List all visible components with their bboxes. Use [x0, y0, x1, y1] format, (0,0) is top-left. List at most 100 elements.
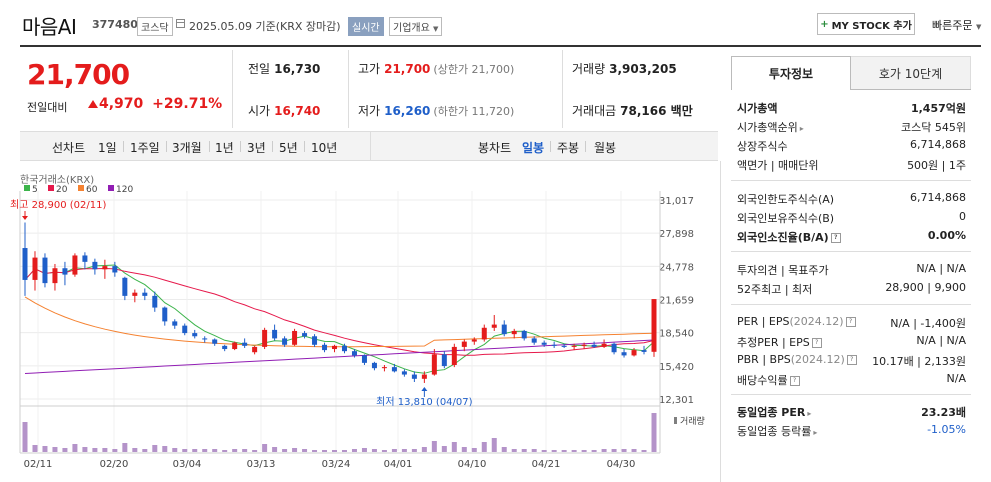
help-icon[interactable]: ? — [811, 338, 822, 348]
x-tick-label: 03/04 — [173, 459, 202, 470]
candle-body — [421, 374, 427, 379]
period-monthly[interactable]: 월봉 — [594, 141, 617, 155]
candle-body — [471, 339, 477, 342]
info-row: 동일업종 등락률 ▸ -1.05% — [737, 423, 966, 442]
candle-body — [461, 341, 467, 347]
help-icon[interactable]: ? — [846, 355, 857, 365]
volume-bar — [371, 449, 377, 452]
period-1y[interactable]: 1년 — [215, 141, 234, 155]
volume-bar — [441, 446, 447, 452]
realtime-button[interactable]: 실시간 — [348, 17, 384, 36]
volume-bar — [421, 447, 427, 452]
moving-average-line — [24, 267, 655, 356]
volume-bar — [361, 448, 367, 452]
info-row: 외국인보유주식수(B) 0 — [737, 210, 966, 229]
candle-body — [481, 327, 487, 340]
company-info-dropdown[interactable]: 기업개요 ▼ — [389, 17, 443, 36]
info-row: 배당수익률? N/A — [737, 372, 966, 391]
period-3m[interactable]: 3개월 — [172, 141, 202, 155]
info-value: 0.00% — [927, 229, 966, 242]
info-sublabel: (2024.12) — [790, 353, 845, 366]
quick-order-button[interactable]: 빠른주문 ▼ — [932, 17, 981, 33]
period-10y[interactable]: 10년 — [311, 141, 338, 155]
volume-legend-swatch — [674, 417, 677, 424]
divider — [123, 141, 124, 152]
period-1d[interactable]: 1일 — [98, 141, 117, 155]
candle-body — [172, 321, 178, 326]
mystock-add-button[interactable]: + MY STOCK 추가 — [817, 13, 915, 35]
help-icon[interactable]: ? — [789, 376, 800, 386]
info-label: 동일업종 등락률 — [737, 425, 812, 438]
divider — [550, 141, 551, 152]
tab-orderbook[interactable]: 호가 10단계 — [851, 56, 971, 90]
period-daily[interactable]: 일봉 — [522, 141, 545, 155]
volume-bar — [82, 447, 88, 452]
candle-body — [551, 344, 557, 346]
candle-body — [501, 324, 507, 335]
candle-body — [182, 325, 188, 334]
tab-investment-info[interactable]: 투자정보 — [731, 56, 851, 90]
volume-bar — [581, 450, 587, 452]
volume-bar — [42, 446, 48, 452]
info-label: 52주최고 | 최저 — [737, 283, 813, 296]
candle-body — [381, 367, 387, 369]
price-chart[interactable]: 31,017 27,898 24,778 21,659 18,540 15,420 12,3… — [0, 161, 720, 482]
divider — [731, 251, 971, 252]
candle-body — [262, 329, 268, 347]
chevron-right-icon[interactable]: ▸ — [799, 124, 804, 133]
stock-code: 377480 — [92, 18, 138, 31]
volume-bar — [471, 448, 477, 452]
plus-icon: + — [820, 18, 829, 30]
info-sublabel: (2024.12) — [789, 315, 844, 328]
period-3y[interactable]: 3년 — [247, 141, 266, 155]
volume-bar — [601, 449, 607, 452]
candle-body — [72, 255, 78, 275]
candle-body — [102, 266, 108, 270]
candle-body — [332, 345, 338, 350]
candle-body — [631, 350, 637, 356]
chevron-right-icon[interactable]: ▸ — [807, 409, 812, 418]
volume-bar — [551, 450, 557, 452]
period-1w[interactable]: 1주일 — [130, 141, 160, 155]
help-icon[interactable]: ? — [845, 317, 856, 327]
candle-body — [401, 371, 407, 375]
volume-bar — [351, 449, 357, 452]
candle-chart-label: 봉차트 — [478, 141, 512, 155]
chart-area — [20, 161, 721, 482]
candle-body — [122, 277, 128, 296]
x-tick-label: 02/11 — [24, 459, 53, 470]
moving-average-line — [24, 264, 655, 374]
period-bar — [20, 131, 718, 161]
candle-body — [371, 362, 377, 369]
candle-body — [32, 257, 38, 280]
legend-swatch — [48, 185, 54, 191]
period-5y[interactable]: 5년 — [279, 141, 298, 155]
volume-bar — [491, 438, 497, 452]
candle-body — [361, 355, 367, 363]
info-label: 동일업종 PER — [737, 406, 806, 419]
candle-body — [651, 299, 657, 352]
y-tick-label: 31,017 — [659, 196, 694, 207]
volume-bar — [132, 448, 138, 452]
help-icon[interactable]: ? — [830, 233, 841, 243]
legend-swatch — [78, 185, 84, 191]
info-value: 500원 | 1주 — [907, 159, 966, 172]
volume-bar — [561, 450, 567, 452]
change-rate: +29.71% — [152, 96, 223, 112]
mystock-add-label: MY STOCK 추가 — [831, 20, 912, 32]
info-label: 배당수익률 — [737, 374, 788, 387]
candle-body — [561, 345, 567, 347]
info-value: N/A | N/A — [916, 262, 966, 275]
volume-bar — [182, 449, 188, 452]
chevron-right-icon[interactable]: ▸ — [813, 428, 818, 437]
side-tabs: 투자정보 호가 10단계 — [731, 56, 971, 90]
market-badge: 코스닥 — [137, 17, 173, 36]
legend-label: 20 — [56, 185, 68, 195]
divider — [348, 50, 349, 128]
low-annotation: 최저 13,810 (04/07) — [376, 396, 472, 408]
volume-bar — [22, 422, 28, 452]
period-weekly[interactable]: 주봉 — [557, 141, 580, 155]
info-label: 외국인보유주식수(B) — [737, 212, 835, 225]
info-label: PER | EPS — [737, 315, 790, 328]
volume-bar — [541, 450, 547, 452]
